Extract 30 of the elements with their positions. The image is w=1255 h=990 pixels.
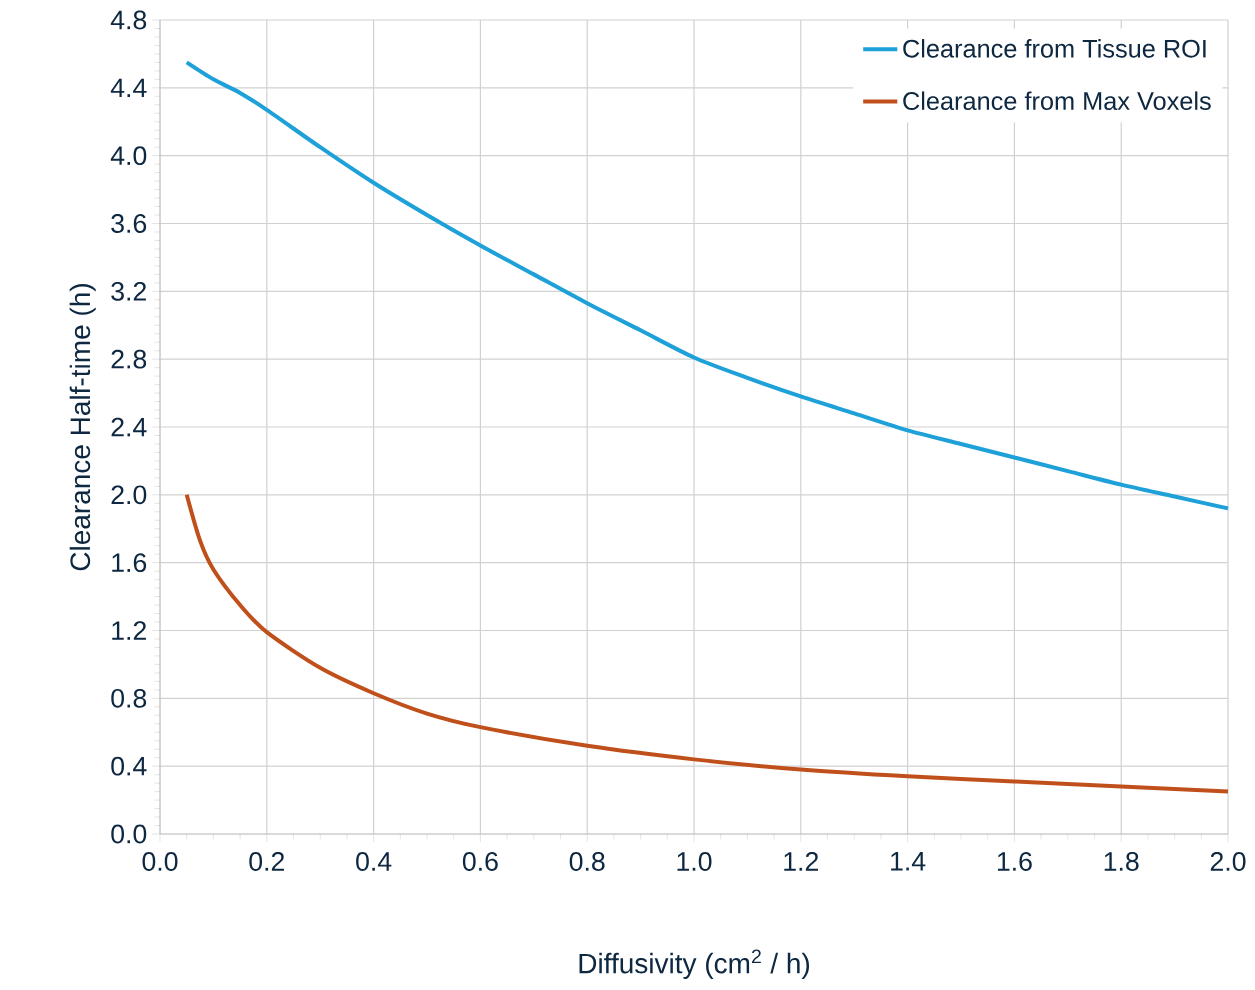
y-tick-label: 0.8 [111,688,147,708]
y-tick-label: 1.2 [112,621,146,640]
x-axis-title: Diffusivity (cm$^{2}$ / h) [579,949,810,979]
x-tick-label: 0.8 [569,852,605,871]
x-tick-label: 2.0 [1210,852,1246,871]
x-tick-label: 1.8 [1104,852,1139,871]
x-tick-label: 0.6 [462,852,498,871]
y-tick-label: 2.0 [111,485,147,505]
line-series [184,492,1231,794]
y-tick-label: 4.0 [110,146,147,166]
x-tick-label: 1.6 [997,852,1032,871]
x-tick-label: 1.0 [677,852,712,871]
y-tick-label: 1.6 [112,553,147,573]
x-tick-label: 0.0 [142,852,178,871]
y-axis-title: Clearance Half-time (h) [69,284,96,571]
legend-label: Clearance from Max Voxels [903,91,1211,111]
y-tick-label: 2.4 [111,417,147,437]
y-tick-label: 4.4 [110,78,147,98]
y-tick-label: 4.8 [110,10,147,30]
y-tick-label: 0.0 [111,824,147,844]
y-tick-label: 2.8 [111,349,147,369]
x-tick-label: 1.4 [891,852,926,871]
legend-label: Clearance from Tissue ROI [903,39,1206,58]
line-series [184,60,1231,511]
y-tick-label: 0.4 [111,756,147,776]
y-tick-label: 3.6 [111,214,147,233]
x-tick-label: 1.2 [784,852,818,871]
x-tick-label: 0.4 [356,852,392,871]
x-tick-label: 0.2 [249,852,284,871]
y-tick-label: 3.2 [111,281,146,301]
